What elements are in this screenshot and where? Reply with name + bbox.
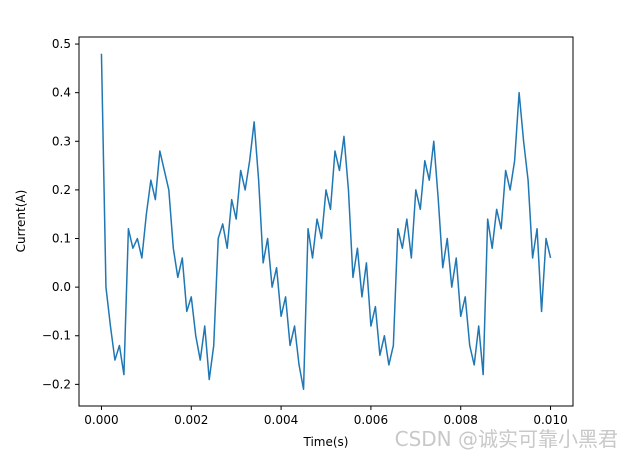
x-axis-label: Time(s) [303,435,349,449]
x-tick-label: 0.002 [174,413,208,427]
y-tick-label: 0.2 [52,183,71,197]
x-tick-label: 0.010 [533,413,567,427]
plot-area [78,36,574,407]
x-tick-label: 0.000 [84,413,118,427]
y-tick-label: −0.1 [42,329,71,343]
y-tick-label: −0.2 [42,377,71,391]
y-axis-label: Current(A) [14,190,28,253]
data-line [100,53,552,390]
watermark: CSDN @诚实可靠小黑君 [395,427,618,451]
y-tick-label: 0.5 [52,37,71,51]
y-tick-label: 0.1 [52,232,71,246]
x-tick-label: 0.006 [354,413,388,427]
y-tick-label: 0.0 [52,280,71,294]
y-tick-label: 0.4 [52,86,71,100]
y-tick-label: 0.3 [52,134,71,148]
x-tick-label: 0.008 [444,413,478,427]
x-tick-label: 0.004 [264,413,298,427]
